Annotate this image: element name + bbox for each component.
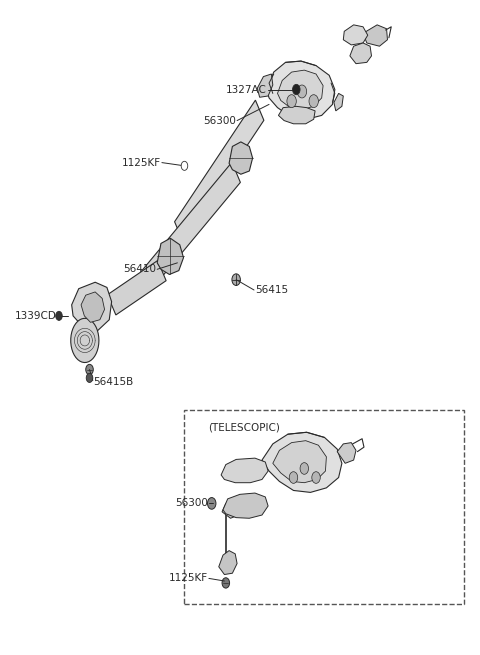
- Polygon shape: [219, 551, 237, 574]
- Polygon shape: [157, 238, 183, 274]
- Polygon shape: [229, 142, 252, 174]
- Polygon shape: [277, 70, 323, 109]
- Polygon shape: [273, 441, 326, 483]
- Polygon shape: [343, 25, 368, 45]
- Polygon shape: [350, 43, 372, 64]
- Polygon shape: [267, 61, 335, 119]
- Circle shape: [300, 462, 309, 474]
- Polygon shape: [278, 106, 315, 124]
- Polygon shape: [108, 261, 166, 315]
- Text: 56410: 56410: [123, 265, 156, 274]
- Text: 56300: 56300: [203, 115, 236, 126]
- Polygon shape: [175, 100, 264, 242]
- Polygon shape: [223, 493, 268, 518]
- Circle shape: [232, 274, 240, 286]
- Circle shape: [222, 578, 229, 588]
- Polygon shape: [72, 282, 112, 331]
- Text: 56300: 56300: [175, 498, 208, 508]
- Polygon shape: [337, 443, 356, 463]
- Polygon shape: [262, 432, 342, 493]
- Polygon shape: [142, 162, 240, 291]
- Polygon shape: [221, 458, 268, 483]
- Circle shape: [292, 84, 300, 95]
- Circle shape: [86, 364, 93, 375]
- Circle shape: [312, 472, 320, 483]
- Polygon shape: [363, 25, 387, 47]
- Text: 56415: 56415: [255, 285, 288, 295]
- Circle shape: [86, 373, 93, 383]
- Circle shape: [297, 85, 307, 98]
- Circle shape: [181, 161, 188, 170]
- Polygon shape: [257, 74, 273, 98]
- Polygon shape: [222, 499, 241, 518]
- Polygon shape: [81, 292, 105, 322]
- Text: 1339CD: 1339CD: [15, 311, 57, 321]
- Circle shape: [287, 95, 296, 107]
- Polygon shape: [71, 318, 99, 362]
- Bar: [184, 410, 464, 605]
- Text: 56415B: 56415B: [93, 377, 133, 388]
- Text: (TELESCOPIC): (TELESCOPIC): [208, 422, 280, 433]
- Circle shape: [207, 498, 216, 509]
- Polygon shape: [334, 94, 343, 111]
- Text: 1125KF: 1125KF: [169, 573, 208, 584]
- Circle shape: [309, 95, 318, 107]
- Text: 1327AC: 1327AC: [226, 84, 267, 94]
- Text: 1125KF: 1125KF: [122, 158, 161, 168]
- Circle shape: [289, 472, 298, 483]
- Circle shape: [56, 311, 62, 320]
